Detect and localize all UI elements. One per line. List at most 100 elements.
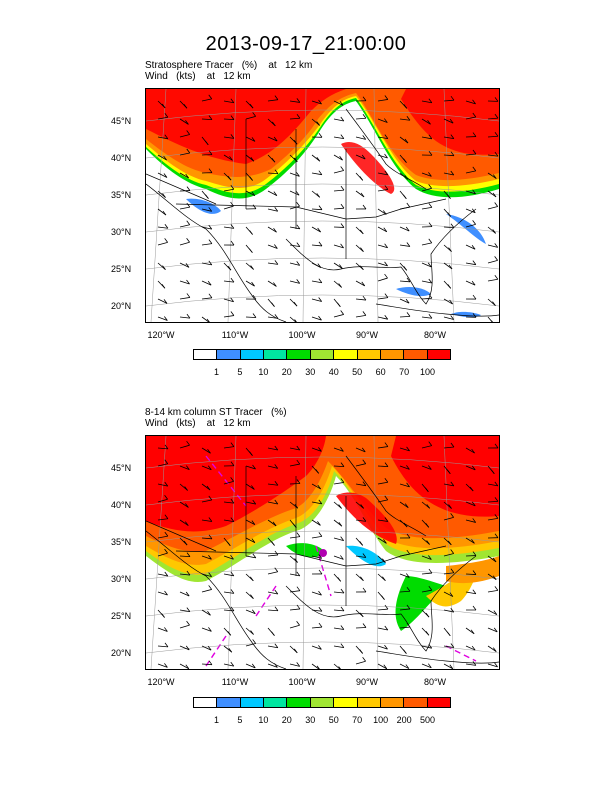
wind-barb (289, 117, 301, 120)
wind-barb (201, 465, 212, 471)
wind-barb (399, 298, 410, 304)
wind-barb-flag (296, 114, 301, 119)
wind-barb-flag (425, 523, 430, 528)
wind-barb-flag (471, 280, 476, 286)
wind-barb-flag (163, 173, 168, 178)
wind-barb (487, 663, 498, 668)
colorbar-swatch (380, 698, 405, 707)
wind-barb (179, 172, 189, 179)
wind-barb-flag (186, 186, 191, 191)
wind-barb (355, 555, 366, 558)
colorbar-swatch (334, 350, 358, 359)
wind-barb-flag (274, 567, 279, 572)
wind-barb-flag (405, 298, 410, 304)
wind-barb (311, 501, 322, 505)
wind-barb (377, 627, 388, 631)
wind-barb (289, 316, 297, 322)
colorbar-label: 30 (305, 715, 316, 725)
wind-barb-flag (206, 485, 211, 491)
panel2-colorbar (193, 697, 451, 708)
wind-barb-flag (340, 606, 345, 612)
wind-barb-flag (340, 243, 344, 249)
wind-barb-flag (162, 193, 166, 198)
wind-barb (399, 118, 410, 121)
wind-barb (157, 535, 168, 539)
wind-barb (399, 590, 411, 593)
wind-barb (179, 519, 189, 526)
wind-barb-flag (428, 313, 433, 319)
wind-barb (355, 154, 366, 160)
wind-barb (157, 298, 168, 304)
colorbar-label: 1 (213, 715, 219, 725)
wind-barb-flag (361, 281, 366, 287)
wind-barb-flag (208, 572, 212, 577)
wind-barb-flag (230, 589, 235, 594)
wind-barb-flag (405, 664, 410, 669)
wind-barb (179, 134, 190, 138)
wind-barb-flag (250, 265, 254, 270)
wind-barb-flag (471, 645, 476, 651)
panel1-lon-label-120: 120°W (147, 330, 175, 340)
wind-barb (333, 154, 343, 161)
wind-barb-flag (471, 244, 476, 250)
wind-barb-flag (271, 631, 275, 636)
wind-barb (333, 555, 344, 560)
wind-barb (223, 226, 234, 229)
wind-barb (289, 226, 300, 230)
wind-barb-flag (252, 112, 256, 117)
wind-barb (421, 663, 432, 669)
wind-barb (377, 208, 387, 215)
wind-barb (157, 645, 168, 648)
wind-barb-flag (251, 663, 256, 669)
wind-barb (355, 280, 365, 287)
wind-barb (267, 136, 278, 142)
wind-barb-flag (273, 282, 277, 287)
wind-barb-flag (384, 273, 388, 279)
wind-barb-flag (208, 224, 213, 230)
wind-barb-flag (493, 610, 498, 615)
wind-barb (157, 663, 168, 668)
wind-barb (465, 208, 476, 214)
wind-barb-flag (359, 176, 364, 181)
wind-barb (201, 555, 212, 560)
wind-barb-flag (472, 220, 476, 225)
wind-barb-flag (162, 210, 167, 216)
wind-barb-flag (472, 112, 477, 118)
wind-barb (267, 465, 278, 469)
wind-barb-flag (186, 202, 191, 208)
wind-barb (311, 226, 321, 233)
wind-barb (377, 136, 388, 140)
wind-barb-flag (338, 504, 342, 509)
wind-barb (223, 298, 234, 303)
wind-barb (179, 316, 190, 319)
wind-barb-flag (318, 622, 323, 628)
wind-barb (267, 190, 278, 196)
wind-barb-flag (251, 191, 256, 196)
wind-barb (289, 624, 300, 629)
wind-barb-flag (425, 631, 430, 636)
wind-barb (443, 226, 455, 229)
wind-barb-flag (164, 316, 168, 321)
wind-barb-flag (296, 604, 301, 610)
wind-barb-flag (450, 95, 455, 101)
wind-barb (311, 591, 322, 596)
colorbar-label: 5 (237, 367, 243, 377)
wind-barb (245, 190, 256, 197)
wind-barb-flag (274, 207, 279, 212)
wind-barb (465, 280, 476, 286)
wind-barb (289, 262, 300, 266)
wind-barb (157, 172, 168, 178)
wind-barb (289, 590, 300, 593)
wind-barb (355, 483, 366, 487)
colorbar-swatch (217, 698, 241, 707)
wind-barb-flag (494, 202, 498, 207)
wind-barb (355, 519, 366, 522)
wind-barb-flag (271, 157, 276, 163)
wind-barb (487, 172, 497, 179)
wind-barb (333, 537, 344, 541)
wind-barb (311, 536, 322, 539)
wind-barb (487, 645, 497, 652)
wind-barb (443, 154, 455, 157)
wind-barb (487, 500, 499, 503)
wind-barb (179, 663, 190, 669)
